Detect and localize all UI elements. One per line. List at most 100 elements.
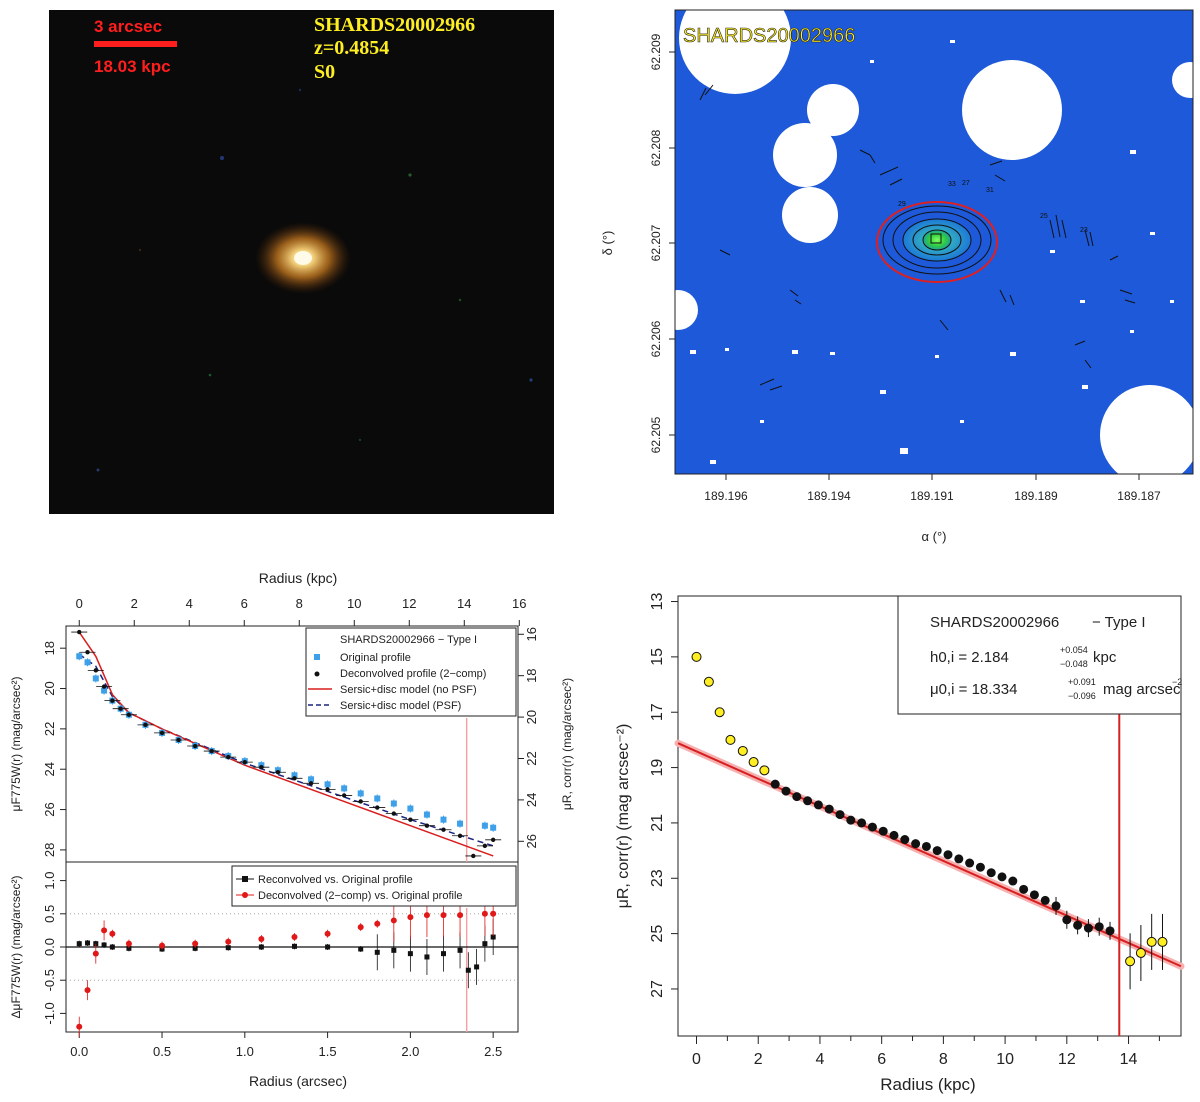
right-tick-label: 24 [524,793,539,807]
contour-level: 25 [1040,213,1048,220]
fitted-point [846,815,856,825]
top-tick-label: 10 [347,596,361,611]
map-x-tick: 189.196 [704,489,748,503]
aperture-ellipse [876,201,998,283]
morphology-label: S0 [314,61,335,83]
deconvolved-residual-point [109,930,116,937]
map-y-label: δ (°) [600,231,615,256]
deconvolved-point [118,706,123,711]
fitted-point [1062,915,1072,925]
fitted-point [792,792,802,802]
right-tick-label: 16 [524,627,539,641]
original-point [423,811,430,818]
left-tick-label: 20 [42,681,57,695]
contour-level: 33 [948,181,956,188]
residual-tick-label: 0.5 [42,905,57,923]
deconvolved-point [292,776,297,781]
left-tick-label: 22 [42,722,57,736]
inner-excluded-points [691,651,770,776]
fitted-point [1040,895,1050,905]
legend-item: Deconvolved (2−comp) vs. Original profil… [258,890,463,902]
original-point [308,776,315,783]
original-point [341,785,348,792]
reconvolved-point [440,951,446,957]
top-tick-label: 12 [402,596,416,611]
fit-x-tick-label: 10 [996,1051,1014,1068]
fitted-point [911,839,921,849]
fitted-point [986,868,996,878]
scale-label-kpc: 18.03 kpc [94,57,171,76]
top-tick-label: 0 [76,596,83,611]
original-point [407,805,414,812]
map-x-tick: 189.187 [1117,489,1161,503]
contour-level: 29 [898,201,906,208]
scale-length-plus: +0.054 [1060,645,1088,655]
original-point [357,790,364,797]
deconvolved-residual-point [440,912,447,919]
deconvolved-point [143,722,148,728]
bottom-axis-ticks: 0.0 0.5 1.0 1.5 2.0 2.5 [70,1032,502,1059]
redshift-label: z=0.4854 [314,37,389,59]
profile-y-label-right: μR, corr(r) (mag/arcsec²) [560,678,574,810]
deconvolved-residual-point [125,940,132,947]
deconvolved-point [408,817,413,822]
legend-item: Reconvolved vs. Original profile [258,874,413,886]
top-tick-label: 14 [457,596,471,611]
map-y-tick: 62.206 [649,320,663,357]
surface-brightness-unit-exp: −2 [1172,677,1182,687]
fitted-point [781,786,791,796]
model-curves [78,631,494,857]
deconvolved-point [192,743,198,749]
inner-excluded-point [759,765,770,776]
contour-level: 27 [962,180,970,187]
inner-excluded-point [737,745,748,756]
mask-circles [675,10,1193,474]
bottom-axis-title: Radius (arcsec) [249,1073,347,1089]
map-y-ticklabels: 62.209 62.208 62.207 62.206 62.205 [649,33,663,453]
contour-level: 31 [986,187,994,194]
map-y-tick: 62.209 [649,33,663,70]
top-tick-label: 16 [512,596,526,611]
left-tick-label: 18 [42,641,57,655]
deconvolved-point [424,823,430,828]
fitted-point [997,872,1007,882]
fit-y-label: μR, corr(r) (mag arcsec⁻²) [615,724,632,909]
deconvolved-residual-point [357,924,364,931]
deconvolved-residual-point [481,910,488,917]
deconvolved-residual-point [407,914,414,921]
fitted-point [1083,923,1093,933]
fitted-point [770,779,780,789]
fit-y-tick-label: 19 [649,759,666,777]
fitted-point [835,810,845,820]
reconvolved-point [258,944,264,950]
map-ticks [669,51,1140,480]
panel-b-contour-map: 33 31 29 27 25 23 SHARDS20002966 189.196… [600,9,1194,544]
original-point [324,781,331,788]
map-y-tick: 62.205 [649,416,663,453]
fitted-point [889,830,899,840]
left-tick-label: 26 [42,802,57,816]
deconvolved-residual-point [92,950,99,957]
deconvolved-point [209,748,214,754]
deconvolved-point [375,805,380,810]
deconvolved-residual-point [374,920,381,927]
reconvolved-point [358,946,364,952]
map-x-tick: 189.194 [807,489,851,503]
deconvolved-point [457,833,463,838]
map-y-tick: 62.207 [649,224,663,261]
reconvolved-point [85,940,91,946]
deconvolved-point [242,759,248,765]
deconvolved-point [226,754,231,760]
fit-x-tick-label: 8 [939,1051,948,1068]
map-x-ticklabels: 189.196 189.194 189.191 189.189 189.187 [704,489,1161,503]
fitted-point [824,804,834,814]
contour-levels: 33 31 29 27 25 23 [898,180,1088,234]
inner-excluded-point [714,707,725,718]
original-point [481,822,488,829]
fitted-point [1073,920,1083,930]
reconvolved-point [101,942,107,948]
fit-y-ticks: 13 15 17 19 21 23 25 27 [649,593,678,998]
fit-y-tick-label: 25 [649,925,666,943]
legend-title: SHARDS20002966 − Type I [340,634,477,646]
deconvolved-point [110,698,115,703]
